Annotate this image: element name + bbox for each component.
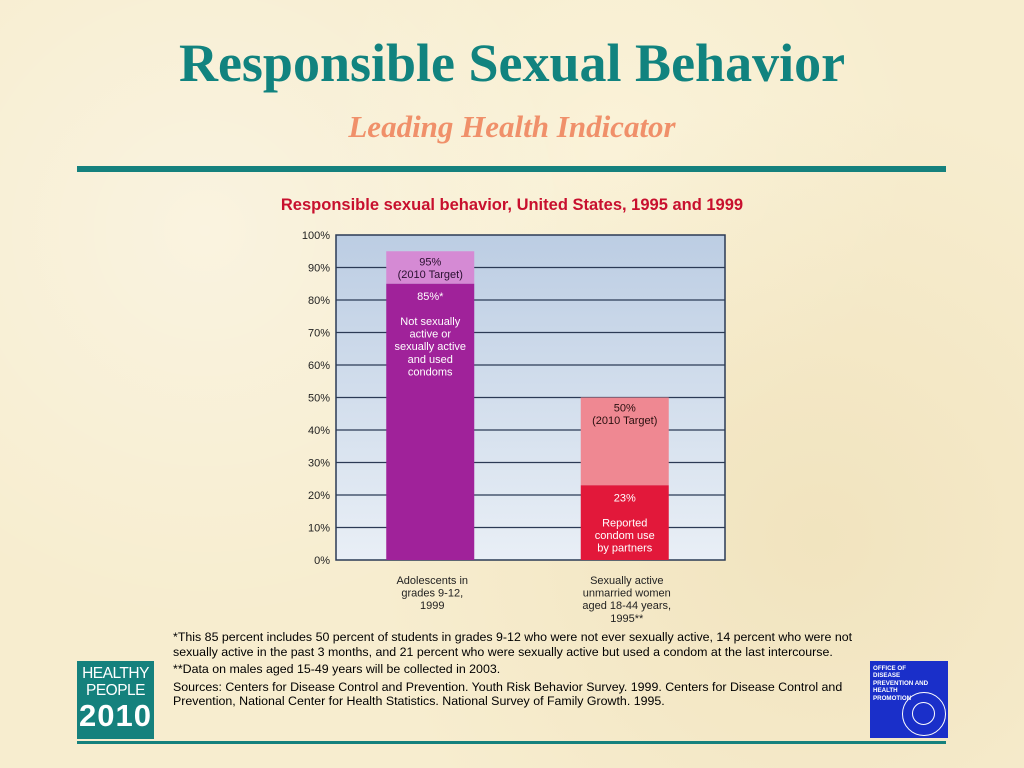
bar-value-segment [580, 485, 669, 560]
y-tick-label: 60% [308, 360, 330, 372]
logo-text-line: Health [873, 687, 898, 695]
bar-value-label: 85%* Not sexually active or sexually activ… [394, 291, 466, 379]
footer-divider [77, 741, 946, 744]
bar-target-label: 50% (2010 Target) [592, 403, 657, 428]
y-tick-label: 30% [308, 458, 330, 470]
title-divider [77, 166, 946, 172]
logo-text-line: Prevention and [873, 679, 929, 687]
hhs-seal-icon [902, 692, 946, 736]
y-tick-label: 40% [308, 425, 330, 437]
y-tick-label: 70% [308, 328, 330, 340]
y-tick-label: 100% [302, 230, 330, 242]
logo-text-line: Promotion [873, 694, 912, 702]
category-label: Adolescents in grades 9-12, 1999 [396, 575, 468, 612]
slide-subtitle: Leading Health Indicator [348, 109, 676, 144]
logo-text-line: PEOPLE [85, 682, 146, 699]
category-label: Sexually active unmarried women aged 18-44… [582, 575, 671, 625]
y-tick-label: 0% [314, 555, 330, 567]
bar-target-segment [386, 251, 475, 284]
bar-target-label: 95% (2010 Target) [398, 256, 463, 281]
y-tick-label: 50% [308, 393, 330, 405]
bar-value-label: 23% Reported condom use by partners [595, 492, 655, 554]
y-tick-label: 10% [308, 523, 330, 535]
y-tick-label: 90% [308, 263, 330, 275]
logo-text-line: Office of [873, 665, 906, 672]
healthy-people-2010-logo: HEALTHY PEOPLE 2010 [77, 661, 154, 739]
slide-title: Responsible Sexual Behavior [178, 33, 846, 93]
chart-title: Responsible sexual behavior, United Stat… [280, 196, 744, 214]
logo-text-line: HEALTHY [82, 665, 149, 682]
bar-chart: 0% 10% 20% 30% 40% 50% 60% 70% 80% 90% 100% 95% (20… [302, 230, 726, 625]
logo-text-line: 2010 [79, 698, 152, 733]
y-tick-label: 80% [308, 295, 330, 307]
logo-text-line: Disease [873, 672, 901, 680]
footnotes: *This 85 percent includes 50 percent of … [173, 630, 873, 712]
y-tick-label: 20% [308, 490, 330, 502]
footnote-2: **Data on males aged 15-49 years will be… [173, 662, 501, 677]
footnote-1: *This 85 percent includes 50 percent of … [173, 630, 853, 659]
sources-note: Sources: Centers for Disease Control and… [173, 679, 843, 709]
bar-target-segment [580, 397, 669, 486]
bar-value-segment [386, 283, 475, 560]
odphp-logo-text: Office of Disease Prevention and Health … [873, 665, 928, 702]
odphp-logo: Office of Disease Prevention and Health … [870, 661, 948, 738]
